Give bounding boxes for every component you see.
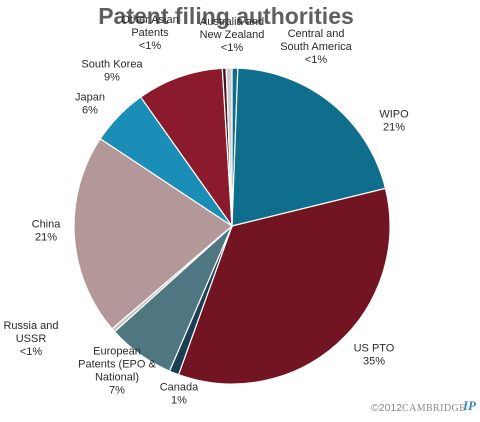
label-australia-and-new-zealand: Australia and New Zealand <1%: [200, 16, 265, 54]
label-russia-and-ussr: Russia and USSR <1%: [3, 320, 58, 358]
slice-us-pto: [177, 187, 391, 385]
slice-australia-and-new-zealand: [225, 67, 233, 227]
label-other-asian-patents: Other Asian Patents <1%: [121, 14, 178, 52]
slice-wipo: [231, 67, 387, 227]
brand-name: CAMBRIDGE: [402, 403, 466, 414]
footer-branding: ©2012 CAMBRIDGE IP: [371, 398, 477, 414]
slice-china: [73, 137, 233, 330]
label-south-korea: South Korea 9%: [81, 59, 143, 84]
label-central-and-south-america: Central and South America <1%: [280, 28, 352, 66]
label-us-pto: US PTO 35%: [354, 343, 395, 368]
brand-logo-mark: IP: [462, 398, 477, 413]
slice-labels: Central and South America <1% WIPO 21% US PTO…: [3, 14, 409, 407]
label-japan: Japan 6%: [75, 92, 105, 117]
slice-south-korea: [139, 67, 233, 229]
label-wipo: WIPO 21%: [379, 109, 409, 134]
label-canada: Canada 1%: [160, 382, 199, 407]
chart-title: Patent filing authorities: [98, 3, 354, 29]
pie-slices: [73, 67, 391, 385]
copyright-text: ©2012: [371, 402, 402, 414]
label-european-patents-epo-national: European Patents (EPO & National) 7%: [78, 346, 156, 397]
label-china: China 21%: [32, 219, 62, 244]
